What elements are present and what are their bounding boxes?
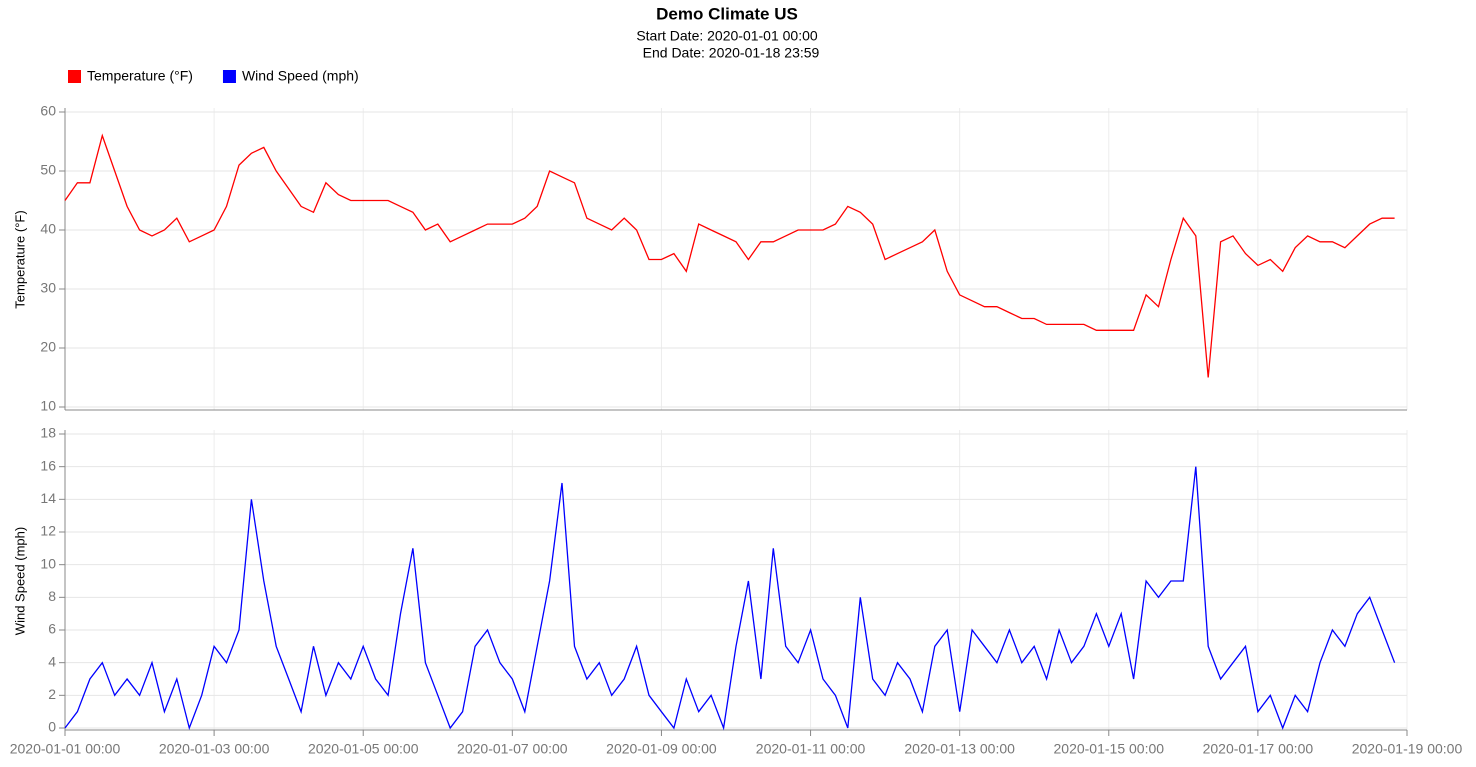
y-tick-label: 10: [40, 555, 56, 571]
y-tick-label: 20: [40, 339, 56, 355]
y-tick-label: 2: [48, 686, 56, 702]
y-tick-label: 6: [48, 621, 56, 637]
y-tick-label: 18: [40, 425, 56, 441]
x-tick-label: 2020-01-19 00:00: [1352, 741, 1463, 757]
y-tick-label: 60: [40, 103, 56, 119]
y-tick-label: 4: [48, 653, 56, 669]
y-tick-label: 30: [40, 280, 56, 296]
legend-swatch: [222, 70, 236, 83]
data-line: [64, 466, 1396, 731]
legend-swatch: [68, 70, 81, 83]
x-tick-label: 2020-01-09 00:00: [606, 741, 717, 757]
x-tick-label: 2020-01-15 00:00: [1054, 741, 1165, 757]
y-axis-title: Wind Speed (mph): [12, 527, 27, 635]
legend-label: Wind Speed (mph): [242, 68, 359, 84]
y-tick-label: 16: [40, 457, 56, 473]
x-tick-label: 2020-01-05 00:00: [308, 741, 419, 757]
x-tick-label: 2020-01-11 00:00: [756, 741, 866, 757]
data-line: [64, 133, 1395, 378]
y-tick-label: 8: [48, 588, 56, 604]
y-tick-label: 10: [40, 398, 56, 414]
x-tick-label: 2020-01-17 00:00: [1203, 741, 1314, 757]
x-tick-label: 2020-01-13 00:00: [904, 741, 1015, 757]
subtitle: Start Date: 2020-01-01 00:00: [636, 28, 818, 44]
x-tick-label: 2020-01-07 00:00: [457, 741, 568, 757]
y-axis-title: Temperature (°F): [12, 210, 27, 308]
subtitle: End Date: 2020-01-18 23:59: [643, 45, 820, 61]
y-tick-label: 0: [48, 719, 56, 735]
legend-label: Temperature (°F): [87, 68, 193, 84]
y-tick-label: 14: [40, 490, 56, 506]
x-tick-label: 2020-01-01 00:00: [10, 741, 121, 757]
y-tick-label: 50: [40, 162, 56, 178]
chart-title: Demo Climate US: [656, 4, 798, 23]
y-tick-label: 12: [40, 523, 56, 539]
x-tick-label: 2020-01-03 00:00: [159, 741, 270, 757]
y-tick-label: 40: [40, 221, 56, 237]
